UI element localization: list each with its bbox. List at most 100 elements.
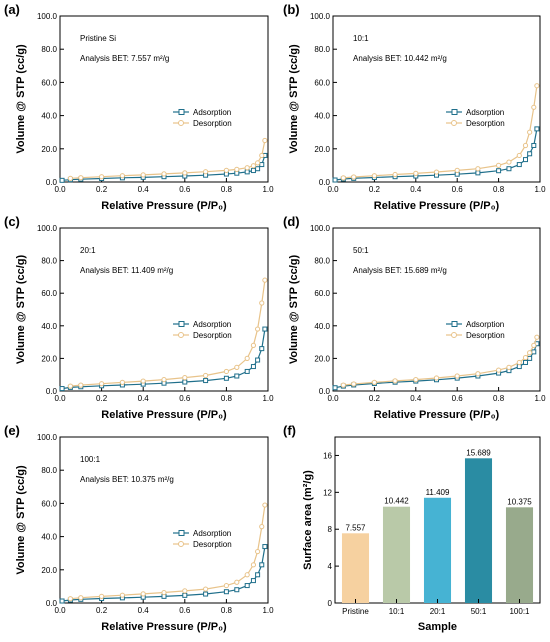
plot-frame — [59, 436, 269, 604]
x-tick-label: 0.6 — [179, 185, 191, 194]
x-tick-label: 0.0 — [327, 394, 339, 403]
x-tick-label: 0.6 — [452, 394, 464, 403]
data-point-adsorption — [203, 378, 209, 384]
legend-label: Desorption — [466, 119, 505, 128]
panel-letter: (c) — [4, 214, 20, 229]
legend-marker — [451, 321, 458, 327]
y-tick-label: 0.0 — [46, 387, 58, 396]
data-point-adsorption — [262, 544, 268, 550]
data-point-desorption — [506, 159, 512, 165]
data-point-adsorption — [262, 326, 268, 332]
data-point-adsorption — [234, 587, 240, 593]
data-point-desorption — [140, 172, 146, 178]
y-tick-label: 100.0 — [310, 12, 331, 21]
x-tick-label: 0.2 — [96, 394, 108, 403]
legend-label: Adsorption — [193, 529, 231, 538]
y-tick-label: 80.0 — [41, 45, 57, 54]
data-point-desorption — [244, 355, 250, 361]
x-tick-label: 0.8 — [493, 185, 505, 194]
data-point-adsorption — [523, 359, 529, 365]
y-tick-label: 12 — [323, 488, 332, 497]
data-point-adsorption — [59, 598, 65, 604]
bar — [382, 506, 411, 603]
data-label: 10.375 — [507, 497, 532, 506]
data-point-desorption — [223, 582, 229, 589]
data-point-adsorption — [59, 177, 65, 183]
data-point-desorption — [161, 171, 167, 177]
data-point-adsorption — [332, 385, 338, 391]
legend-marker — [178, 530, 185, 536]
data-point-desorption — [203, 169, 209, 175]
data-point-adsorption — [259, 346, 265, 352]
y-tick-label: 0 — [328, 599, 333, 608]
data-point-desorption — [527, 350, 533, 356]
data-point-adsorption — [250, 578, 256, 584]
data-point-desorption — [531, 342, 537, 348]
data-point-desorption — [78, 382, 84, 388]
data-point-desorption — [78, 595, 84, 601]
y-axis-title: Surface area (m²/g) — [302, 470, 314, 570]
series-line-adsorption — [62, 329, 266, 390]
data-point-desorption — [119, 379, 126, 385]
x-tick-label: 0.0 — [54, 606, 66, 615]
y-tick-label: 0.0 — [46, 599, 58, 608]
x-tick-label: 0.2 — [96, 606, 108, 615]
data-point-adsorption — [516, 364, 522, 370]
x-tick-label: 0.4 — [410, 185, 422, 194]
data-point-desorption — [255, 160, 261, 166]
y-tick-label: 40.0 — [314, 322, 330, 331]
data-label: 10.442 — [384, 497, 409, 506]
x-tick-label: 0.6 — [179, 606, 191, 615]
x-tick-label: 20:1 — [430, 607, 446, 616]
data-point-desorption — [259, 300, 265, 306]
legend-marker — [178, 332, 184, 338]
data-point-desorption — [522, 354, 529, 361]
data-point-desorption — [433, 375, 440, 381]
data-point-desorption — [516, 152, 522, 159]
panel-letter: (d) — [283, 214, 300, 229]
series-line-adsorption — [335, 128, 538, 181]
y-axis-title: Volume @ STP (cc/g) — [15, 465, 27, 575]
data-point-desorption — [516, 359, 522, 366]
bet-annotation: Analysis BET: 10.375 m²/g — [80, 475, 174, 484]
x-tick-label: 0.6 — [452, 185, 464, 194]
plot-frame — [59, 227, 269, 392]
chart-panel-3: (c) 0.0 0.2 0.4 0.6 0.8 1.0 0.0 20.0 40.0 60.0 80.0… — [4, 214, 274, 421]
data-label: 15.689 — [466, 448, 491, 457]
bet-annotation: Analysis BET: 7.557 m²/g — [80, 54, 169, 63]
data-point-desorption — [527, 129, 533, 135]
data-point-desorption — [506, 364, 512, 370]
data-point-desorption — [223, 368, 229, 375]
chart-panel-1: (a) 0.0 0.2 0.4 0.6 0.8 1.0 0.0 20.0 40.0 60.0 80.0… — [4, 2, 274, 212]
x-tick-label: 1.0 — [262, 606, 274, 615]
x-tick-label: 0.2 — [96, 185, 108, 194]
data-point-desorption — [223, 167, 229, 173]
x-tick-label: 1.0 — [262, 185, 274, 194]
data-point-desorption — [340, 175, 346, 181]
data-point-desorption — [392, 378, 398, 384]
x-tick-label: 10:1 — [389, 607, 405, 616]
data-label: 11.409 — [426, 488, 450, 497]
data-point-desorption — [119, 173, 126, 179]
data-point-adsorption — [255, 166, 261, 172]
y-tick-label: 20.0 — [41, 354, 57, 363]
data-point-adsorption — [527, 151, 533, 157]
data-point-desorption — [522, 142, 529, 149]
data-point-desorption — [203, 586, 209, 592]
data-point-desorption — [99, 381, 105, 387]
plot-frame — [59, 15, 269, 183]
x-tick-label: 50:1 — [471, 607, 487, 616]
data-point-desorption — [262, 277, 268, 283]
data-point-desorption — [255, 548, 261, 555]
y-tick-label: 100.0 — [37, 433, 58, 442]
x-tick-label: 0.8 — [493, 394, 505, 403]
data-point-adsorption — [182, 592, 188, 598]
data-point-desorption — [262, 137, 268, 144]
x-tick-label: 1.0 — [262, 394, 274, 403]
data-point-adsorption — [255, 572, 261, 578]
data-point-adsorption — [250, 168, 256, 174]
y-tick-label: 20.0 — [314, 354, 330, 363]
legend-marker — [178, 109, 185, 115]
panel-letter: (e) — [4, 423, 20, 438]
data-point-adsorption — [531, 142, 537, 148]
